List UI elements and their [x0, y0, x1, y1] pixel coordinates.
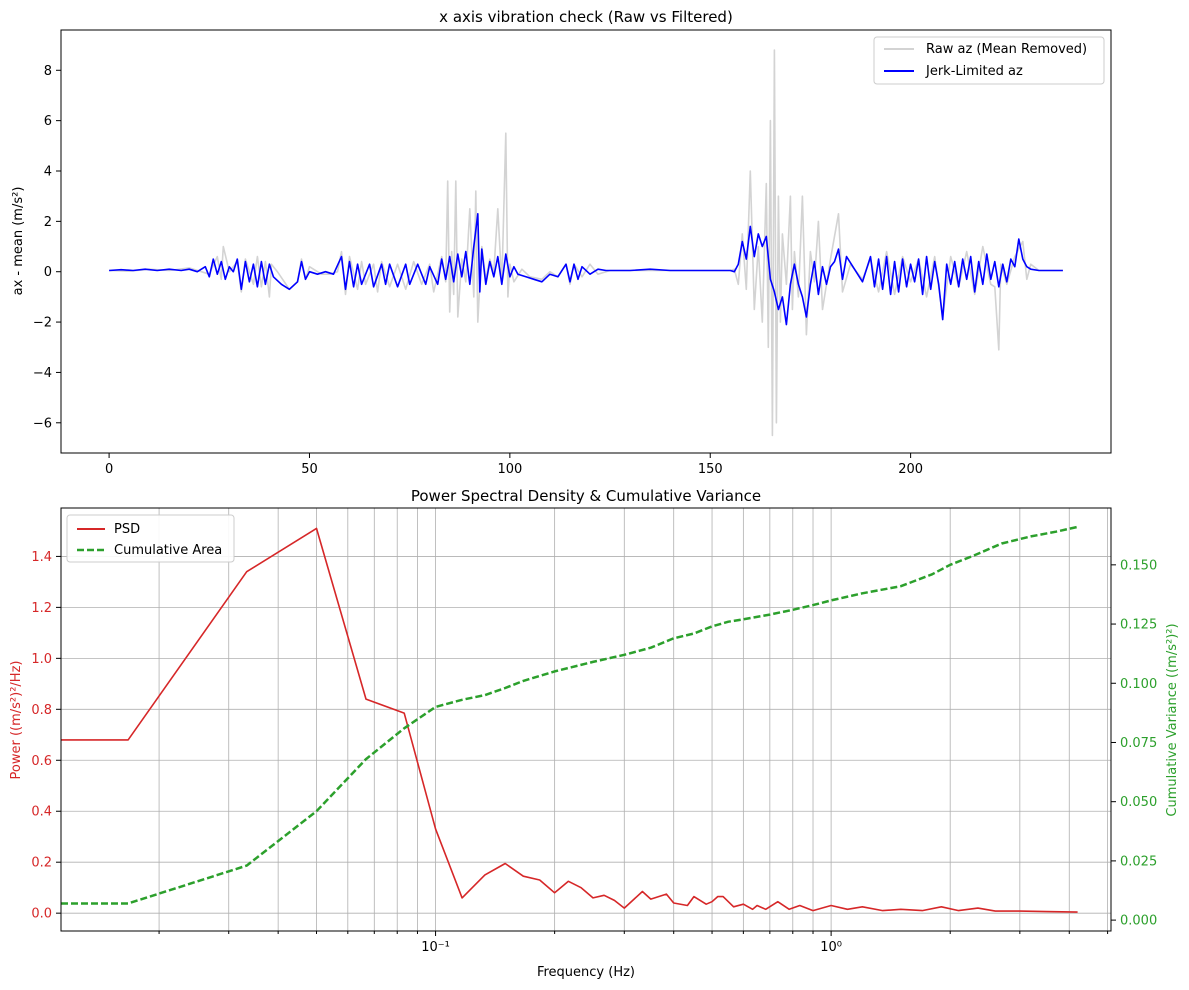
- y-right-tick-label: 0.075: [1120, 736, 1157, 751]
- y-tick-label: 0: [44, 265, 52, 280]
- y-tick-label: −2: [33, 316, 52, 331]
- y-right-tick-label: 0.025: [1120, 854, 1157, 869]
- y-tick-label: 0.6: [31, 754, 52, 769]
- top-chart-legend: Raw az (Mean Removed) Jerk-Limited az: [873, 36, 1105, 85]
- x-tick-label: 0: [105, 462, 113, 477]
- y-tick-label: 0.2: [31, 856, 52, 871]
- y-tick-label: 8: [44, 64, 52, 79]
- top-chart-y-ticks: −6 −4 −2 0 2 4 6 8: [33, 64, 61, 431]
- bottom-chart-legend: PSD Cumulative Area: [66, 514, 235, 563]
- bottom-chart-x-label: Frequency (Hz): [537, 965, 635, 980]
- x-tick-label: 200: [898, 462, 923, 477]
- top-chart-frame: [60, 29, 1112, 454]
- top-chart-lines: [109, 49, 1063, 437]
- x-tick-label: 10⁰: [820, 940, 842, 955]
- bottom-chart-frame: [60, 507, 1112, 932]
- y-tick-label: −6: [33, 416, 52, 431]
- y-tick-label: 0.0: [31, 907, 52, 922]
- bottom-chart-y-label-left: Power ((m/s²)²/Hz): [9, 661, 24, 780]
- y-right-tick-label: 0.050: [1120, 795, 1157, 810]
- y-right-tick-label: 0.150: [1120, 558, 1157, 573]
- y-tick-label: 1.0: [31, 652, 52, 667]
- x-tick-label: 50: [301, 462, 318, 477]
- x-tick-label: 10⁻¹: [421, 940, 450, 955]
- x-tick-label: 150: [698, 462, 723, 477]
- y-tick-label: 1.2: [31, 601, 52, 616]
- y-right-tick-label: 0.000: [1120, 914, 1157, 929]
- bottom-chart: Power Spectral Density & Cumulative Vari…: [9, 487, 1180, 980]
- bottom-chart-grid: [61, 508, 1111, 931]
- series-line-cumulative-area: [61, 525, 1078, 905]
- top-chart: x axis vibration check (Raw vs Filtered)…: [11, 8, 1112, 477]
- bottom-chart-y-ticks-left: 0.0 0.2 0.4 0.6 0.8 1.0 1.2 1.4: [31, 550, 61, 922]
- legend-cumulative-label: Cumulative Area: [114, 543, 222, 558]
- y-tick-label: 4: [44, 165, 52, 180]
- legend-jerk-label: Jerk-Limited az: [925, 64, 1023, 79]
- y-tick-label: 0.8: [31, 703, 52, 718]
- series-line-psd: [61, 527, 1078, 913]
- bottom-chart-y-label-right: Cumulative Variance ((m/s²)²): [1165, 623, 1180, 816]
- y-tick-label: 1.4: [31, 550, 52, 565]
- top-chart-y-label: ax - mean (m/s²): [11, 187, 26, 296]
- bottom-chart-lines: [61, 525, 1078, 913]
- y-tick-label: 0.4: [31, 805, 52, 820]
- top-chart-title: x axis vibration check (Raw vs Filtered): [439, 8, 733, 26]
- legend-raw-label: Raw az (Mean Removed): [926, 42, 1087, 57]
- bottom-chart-y-ticks-right: 0.000 0.025 0.050 0.075 0.100 0.125 0.150: [1111, 558, 1157, 929]
- y-right-tick-label: 0.125: [1120, 618, 1157, 633]
- legend-psd-label: PSD: [114, 522, 140, 537]
- bottom-chart-title: Power Spectral Density & Cumulative Vari…: [411, 487, 761, 505]
- x-tick-label: 100: [497, 462, 522, 477]
- y-tick-label: −4: [33, 366, 52, 381]
- series-line-jerk-limited: [109, 213, 1063, 326]
- y-right-tick-label: 0.100: [1120, 677, 1157, 692]
- top-chart-x-ticks: 0 50 100 150 200: [105, 453, 923, 477]
- y-tick-label: 2: [44, 215, 52, 230]
- bottom-chart-x-ticks: 10⁻¹ 10⁰: [158, 931, 1109, 955]
- y-tick-label: 6: [44, 114, 52, 129]
